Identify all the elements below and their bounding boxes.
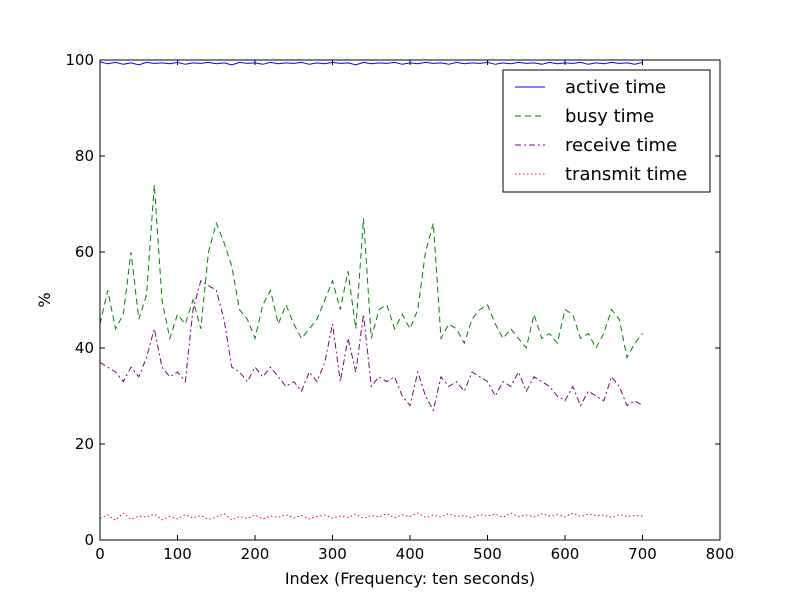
y-tick-label: 100	[65, 51, 94, 69]
ticks-layer: 0 100 200 300 400 500 600 700 800 0 20 40 60 80 100	[65, 51, 734, 563]
y-axis-label: %	[35, 292, 54, 307]
x-tick-label: 100	[163, 545, 192, 563]
x-tick-label: 300	[318, 545, 347, 563]
x-tick-label: 200	[241, 545, 270, 563]
series-line-busy-time	[100, 184, 643, 360]
series-line-receive-time	[100, 280, 643, 412]
x-tick-label: 400	[396, 545, 425, 563]
y-tick-label: 20	[75, 435, 94, 453]
series-layer	[100, 61, 643, 521]
y-tick-label: 60	[75, 243, 94, 261]
legend-box	[502, 69, 711, 193]
x-tick-label: 500	[473, 545, 502, 563]
x-tick-label: 0	[95, 545, 105, 563]
legend-label: busy time	[565, 106, 654, 127]
x-tick-label: 600	[551, 545, 580, 563]
legend-label: active time	[565, 77, 666, 98]
x-tick-label: 700	[628, 545, 657, 563]
legend: active time busy time receive time transmit…	[502, 69, 711, 193]
x-axis-label: Index (Frequency: ten seconds)	[285, 569, 535, 588]
series-line-active-time	[100, 61, 643, 66]
y-tick-label: 80	[75, 147, 94, 165]
y-tick-label: 0	[84, 531, 94, 549]
y-tick-label: 40	[75, 339, 94, 357]
x-tick-label: 800	[706, 545, 735, 563]
legend-label: transmit time	[565, 164, 687, 185]
legend-label: receive time	[565, 135, 677, 156]
